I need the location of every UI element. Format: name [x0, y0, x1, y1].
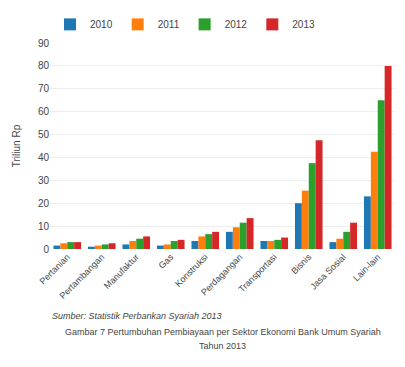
svg-text:2012: 2012: [225, 19, 248, 30]
svg-text:0: 0: [43, 244, 49, 255]
svg-text:Transportasi: Transportasi: [237, 252, 279, 294]
svg-text:90: 90: [38, 38, 50, 49]
svg-text:40: 40: [38, 152, 50, 163]
svg-text:80: 80: [38, 60, 50, 71]
svg-text:20: 20: [38, 198, 50, 209]
svg-text:60: 60: [38, 106, 50, 117]
svg-text:50: 50: [38, 129, 50, 140]
svg-text:10: 10: [38, 221, 50, 232]
svg-text:30: 30: [38, 175, 50, 186]
svg-text:Konstruksi: Konstruksi: [173, 252, 210, 289]
svg-text:Gambar 7 Pertumbuhan Pembiayaa: Gambar 7 Pertumbuhan Pembiayaan per Sekt…: [65, 327, 381, 337]
svg-text:2013: 2013: [292, 19, 315, 30]
svg-text:Pertanian: Pertanian: [38, 252, 72, 286]
svg-text:Triliun Rp: Triliun Rp: [11, 124, 22, 167]
svg-text:2011: 2011: [158, 19, 180, 30]
svg-text:Jasa Sosial: Jasa Sosial: [308, 252, 348, 292]
svg-text:2010: 2010: [90, 19, 113, 30]
svg-text:Tahun 2013: Tahun 2013: [199, 341, 246, 351]
svg-text:Pertambangan: Pertambangan: [58, 252, 107, 301]
svg-text:Sumber: Statistik Perbankan Sy: Sumber: Statistik Perbankan Syariah 2013: [52, 311, 222, 321]
svg-text:70: 70: [38, 83, 50, 94]
svg-text:Manufaktur: Manufaktur: [102, 252, 141, 291]
svg-text:Lain-lain: Lain-lain: [351, 252, 382, 283]
svg-text:Gas: Gas: [157, 252, 176, 271]
svg-text:Perdagangan: Perdagangan: [199, 252, 244, 297]
svg-text:Bisnis: Bisnis: [289, 252, 313, 276]
